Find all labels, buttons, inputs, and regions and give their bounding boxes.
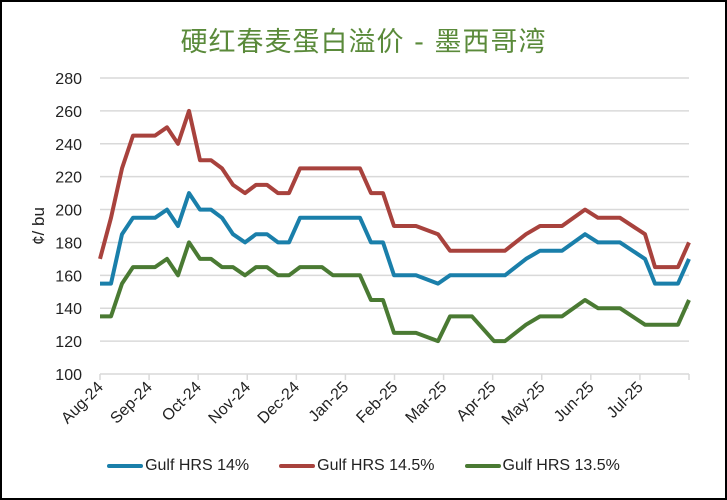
- y-tick-label: 240: [55, 137, 82, 154]
- x-tick-label: Jul-25: [604, 379, 647, 422]
- x-tick-label: May-25: [499, 379, 549, 429]
- chart-title: 硬红春麦蛋白溢价 - 墨西哥湾: [180, 27, 547, 58]
- y-tick-label: 120: [55, 334, 82, 351]
- y-axis-label: ¢/ bu: [29, 207, 48, 245]
- x-tick-label: Feb-25: [353, 379, 401, 427]
- legend-item-gulf-14-5: Gulf HRS 14.5%: [279, 457, 435, 475]
- series-line-1: [98, 108, 691, 270]
- y-tick-label: 160: [55, 268, 82, 285]
- y-tick-label: 260: [55, 104, 82, 121]
- y-tick-label: 100: [55, 367, 82, 384]
- legend-swatch: [279, 464, 316, 468]
- legend-label: Gulf HRS 14.5%: [317, 457, 435, 474]
- legend-label: Gulf HRS 14%: [145, 457, 250, 474]
- legend-item-gulf-14: Gulf HRS 14%: [107, 457, 249, 475]
- x-tick-label: Jan-25: [306, 379, 353, 426]
- legend-label: Gulf HRS 13.5%: [502, 457, 620, 474]
- y-tick-label: 140: [55, 301, 82, 318]
- series-line-2: [100, 240, 691, 344]
- x-tick-label: Nov-24: [206, 379, 255, 428]
- series-line-0: [100, 191, 691, 286]
- y-tick-label: 280: [55, 71, 82, 88]
- x-tick-label: Mar-25: [403, 379, 451, 427]
- y-tick-label: 180: [55, 235, 82, 252]
- legend-item-gulf-13-5: Gulf HRS 13.5%: [464, 457, 620, 475]
- x-tick-label: Sep-24: [107, 379, 156, 428]
- x-tick-label: Dec-24: [255, 379, 304, 428]
- y-tick-label: 200: [55, 203, 82, 220]
- y-tick-label: 220: [55, 170, 82, 187]
- legend-swatch: [464, 464, 501, 468]
- legend-swatch: [107, 464, 144, 468]
- legend: Gulf HRS 14% Gulf HRS 14.5% Gulf HRS 13.…: [2, 457, 725, 475]
- x-tick-label: Jun-25: [551, 379, 598, 426]
- x-tick-label: Aug-24: [58, 379, 107, 428]
- x-tick-label: Oct-24: [159, 379, 205, 425]
- x-tick-label: Apr-25: [454, 379, 500, 425]
